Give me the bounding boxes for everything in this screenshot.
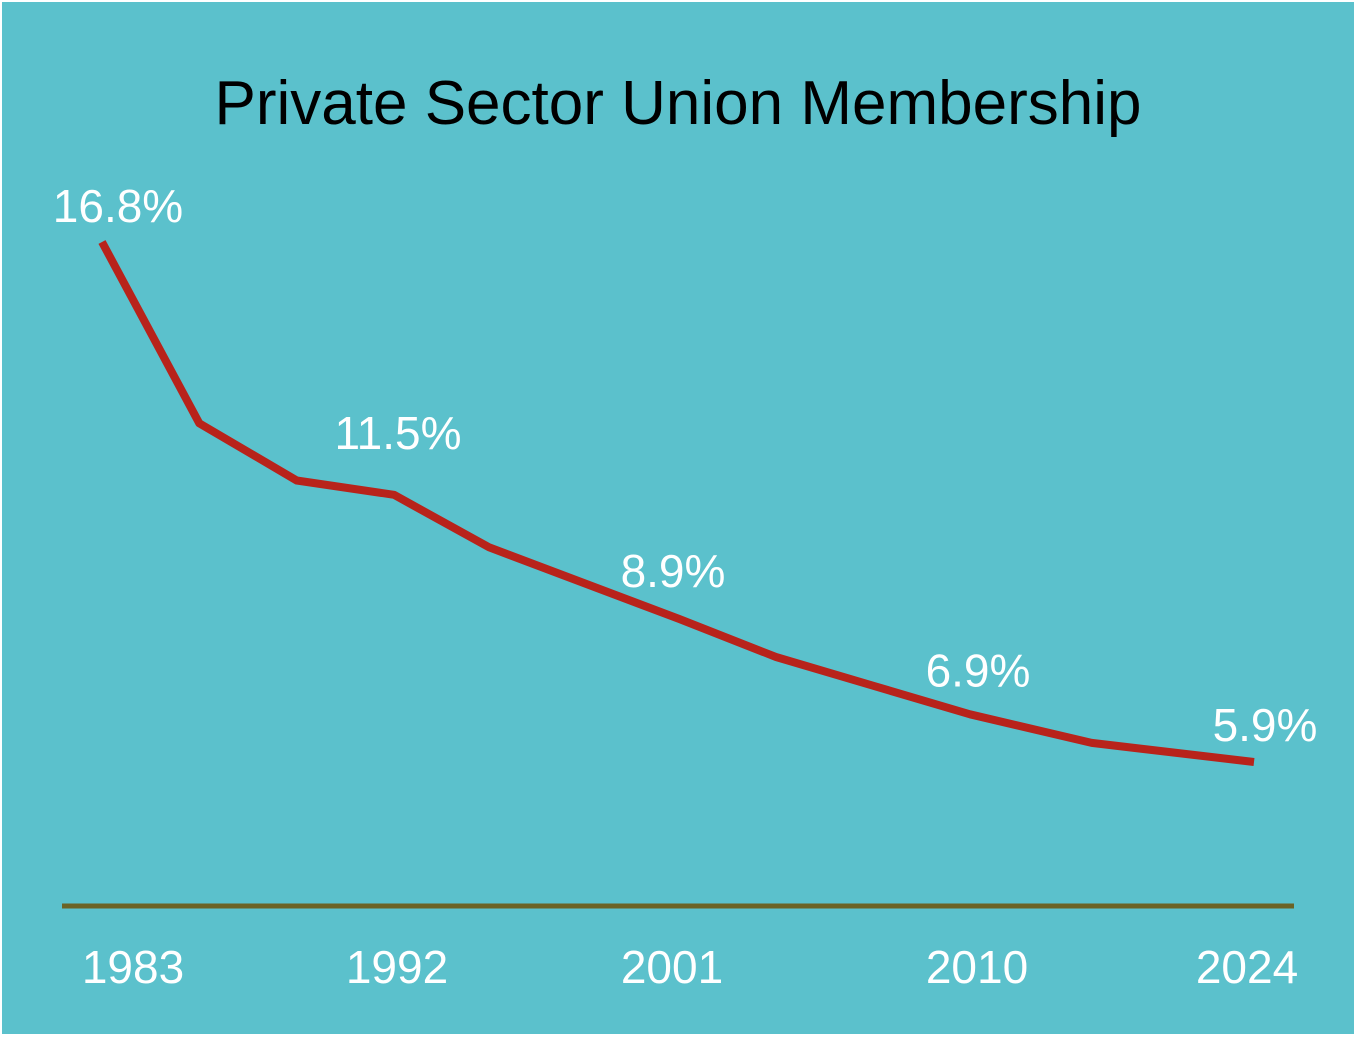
chart-title: Private Sector Union Membership xyxy=(215,69,1142,138)
data-label: 11.5% xyxy=(334,407,461,459)
data-label: 8.9% xyxy=(621,545,726,597)
x-axis-ticks: 1983 1992 2001 2010 2024 xyxy=(82,941,1298,993)
x-tick-label: 2001 xyxy=(621,941,723,993)
series-layer xyxy=(98,240,1255,766)
x-tick-label: 1992 xyxy=(346,941,448,993)
data-label: 5.9% xyxy=(1213,699,1318,751)
data-label: 16.8% xyxy=(53,180,183,232)
x-tick-label: 2010 xyxy=(926,941,1028,993)
x-tick-label: 2024 xyxy=(1196,941,1298,993)
data-labels: 16.8% 11.5% 8.9% 6.9% 5.9% xyxy=(53,180,1318,751)
series-line xyxy=(98,240,1255,766)
x-tick-label: 1983 xyxy=(82,941,184,993)
data-label: 6.9% xyxy=(926,644,1031,696)
